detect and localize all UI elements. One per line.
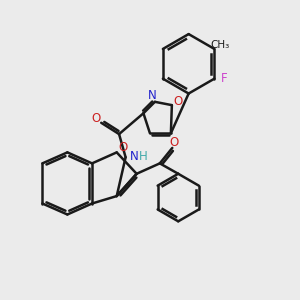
- Text: H: H: [139, 150, 148, 163]
- Text: O: O: [169, 136, 178, 149]
- Text: N: N: [148, 89, 156, 102]
- Text: N: N: [130, 150, 138, 163]
- Text: O: O: [174, 95, 183, 108]
- Text: O: O: [118, 141, 128, 154]
- Text: F: F: [220, 72, 227, 85]
- Text: CH₃: CH₃: [210, 40, 230, 50]
- Text: O: O: [91, 112, 101, 125]
